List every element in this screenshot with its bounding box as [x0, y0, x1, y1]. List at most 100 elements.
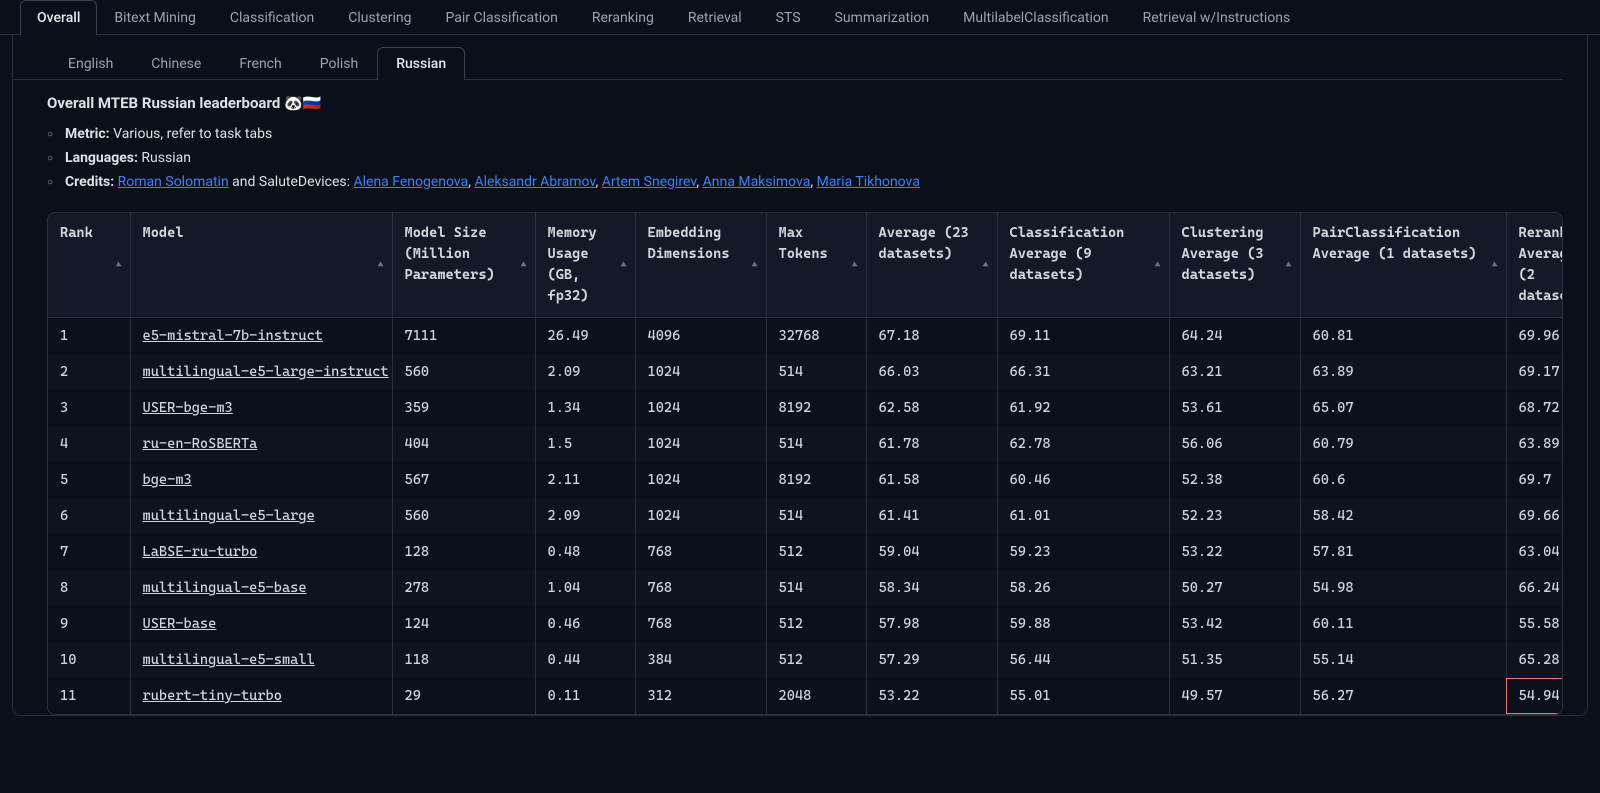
col-header[interactable]: Model▲	[130, 213, 392, 318]
table-row: 7LaBSE-ru-turbo1280.4876851259.0459.2353…	[48, 534, 1563, 570]
subtab-english[interactable]: English	[49, 47, 132, 80]
model-link[interactable]: bge-m3	[143, 472, 192, 488]
table-cell: 53.22	[1169, 534, 1300, 570]
table-cell: 63.89	[1506, 426, 1563, 462]
tab-clustering[interactable]: Clustering	[331, 0, 428, 35]
col-header[interactable]: Reranking Average (2 datasets)▲	[1506, 213, 1563, 318]
table-cell: 567	[392, 462, 535, 498]
model-link[interactable]: USER-base	[143, 616, 217, 632]
table-cell: 52.38	[1169, 462, 1300, 498]
col-header[interactable]: PairClassification Average (1 datasets)▲	[1300, 213, 1506, 318]
table-cell: 5	[48, 462, 130, 498]
table-cell: multilingual-e5-large	[130, 498, 392, 534]
table-cell: 11	[48, 678, 130, 714]
table-cell: 59.23	[997, 534, 1169, 570]
table-cell: 67.18	[866, 318, 997, 355]
tab-bitext-mining[interactable]: Bitext Mining	[97, 0, 212, 35]
sort-icon: ▲	[852, 258, 858, 273]
model-link[interactable]: multilingual-e5-large-instruct	[143, 364, 389, 380]
table-cell: 768	[635, 534, 766, 570]
table-cell: 32768	[766, 318, 866, 355]
model-link[interactable]: ru-en-RoSBERTa	[143, 436, 258, 452]
meta-metric: Metric: Various, refer to task tabs	[47, 122, 1563, 146]
col-header[interactable]: Average (23 datasets)▲	[866, 213, 997, 318]
table-cell: 7	[48, 534, 130, 570]
model-link[interactable]: multilingual-e5-large	[143, 508, 315, 524]
tab-retrieval[interactable]: Retrieval	[671, 0, 759, 35]
tab-overall[interactable]: Overall	[20, 0, 97, 35]
meta-languages: Languages: Russian	[47, 146, 1563, 170]
table-cell: 26.49	[535, 318, 635, 355]
table-cell: 4	[48, 426, 130, 462]
credit-link[interactable]: Roman Solomatin	[118, 174, 229, 190]
col-header[interactable]: Max Tokens▲	[766, 213, 866, 318]
model-link[interactable]: e5-mistral-7b-instruct	[143, 328, 323, 344]
subtab-french[interactable]: French	[220, 47, 300, 80]
table-cell: 56.27	[1300, 678, 1506, 714]
table-cell: 1024	[635, 498, 766, 534]
table-cell: 1.34	[535, 390, 635, 426]
meta-list: Metric: Various, refer to task tabs Lang…	[47, 122, 1563, 194]
table-row: 4ru-en-RoSBERTa4041.5102451461.7862.7856…	[48, 426, 1563, 462]
table-cell: 10	[48, 642, 130, 678]
table-cell: 2.11	[535, 462, 635, 498]
model-link[interactable]: rubert-tiny-turbo	[143, 688, 282, 704]
table-cell: 69.96	[1506, 318, 1563, 355]
table-cell: LaBSE-ru-turbo	[130, 534, 392, 570]
table-cell: 62.58	[866, 390, 997, 426]
credit-link[interactable]: Aleksandr Abramov	[474, 174, 595, 190]
col-header[interactable]: Embedding Dimensions▲	[635, 213, 766, 318]
table-row: 5bge-m35672.111024819261.5860.4652.3860.…	[48, 462, 1563, 498]
credit-link[interactable]: Artem Snegirev	[602, 174, 697, 190]
col-header[interactable]: Memory Usage (GB, fp32)▲	[535, 213, 635, 318]
model-link[interactable]: multilingual-e5-base	[143, 580, 307, 596]
tab-classification[interactable]: Classification	[213, 0, 331, 35]
col-header[interactable]: Clustering Average (3 datasets)▲	[1169, 213, 1300, 318]
table-cell: 768	[635, 570, 766, 606]
table-cell: 514	[766, 570, 866, 606]
table-cell: 512	[766, 606, 866, 642]
table-cell: 61.01	[997, 498, 1169, 534]
tab-sts[interactable]: STS	[759, 0, 818, 35]
model-link[interactable]: multilingual-e5-small	[143, 652, 315, 668]
credit-link[interactable]: Anna Maksimova	[703, 174, 811, 190]
tab-pair-classification[interactable]: Pair Classification	[428, 0, 574, 35]
table-cell: 68.72	[1506, 390, 1563, 426]
table-cell: 0.46	[535, 606, 635, 642]
model-link[interactable]: LaBSE-ru-turbo	[143, 544, 258, 560]
table-cell: 50.27	[1169, 570, 1300, 606]
table-cell: 6	[48, 498, 130, 534]
table-cell: 66.03	[866, 354, 997, 390]
table-cell: 514	[766, 354, 866, 390]
table-cell: 55.01	[997, 678, 1169, 714]
table-cell: 7111	[392, 318, 535, 355]
col-header[interactable]: Classification Average (9 datasets)▲	[997, 213, 1169, 318]
tab-retrieval-w-instructions[interactable]: Retrieval w/Instructions	[1126, 0, 1308, 35]
table-cell: 118	[392, 642, 535, 678]
table-cell: 312	[635, 678, 766, 714]
table-cell: multilingual-e5-base	[130, 570, 392, 606]
table-cell: 60.81	[1300, 318, 1506, 355]
tab-summarization[interactable]: Summarization	[818, 0, 947, 35]
credit-link[interactable]: Alena Fenogenova	[353, 174, 468, 190]
subtab-chinese[interactable]: Chinese	[132, 47, 220, 80]
table-cell: USER-bge-m3	[130, 390, 392, 426]
model-link[interactable]: USER-bge-m3	[143, 400, 233, 416]
credit-link[interactable]: Maria Tikhonova	[817, 174, 920, 190]
subtab-polish[interactable]: Polish	[301, 47, 377, 80]
table-cell: 63.21	[1169, 354, 1300, 390]
table-cell: 69.66	[1506, 498, 1563, 534]
subtab-russian[interactable]: Russian	[377, 47, 465, 80]
table-cell: 124	[392, 606, 535, 642]
table-cell: 60.46	[997, 462, 1169, 498]
table-cell: 60.6	[1300, 462, 1506, 498]
col-header[interactable]: Model Size (Million Parameters)▲	[392, 213, 535, 318]
table-cell: 1024	[635, 354, 766, 390]
sort-icon: ▲	[1155, 258, 1161, 273]
tab-reranking[interactable]: Reranking	[575, 0, 671, 35]
table-cell: 56.06	[1169, 426, 1300, 462]
tab-multilabelclassification[interactable]: MultilabelClassification	[946, 0, 1125, 35]
table-cell: 404	[392, 426, 535, 462]
col-header[interactable]: Rank▲	[48, 213, 130, 318]
table-cell: bge-m3	[130, 462, 392, 498]
